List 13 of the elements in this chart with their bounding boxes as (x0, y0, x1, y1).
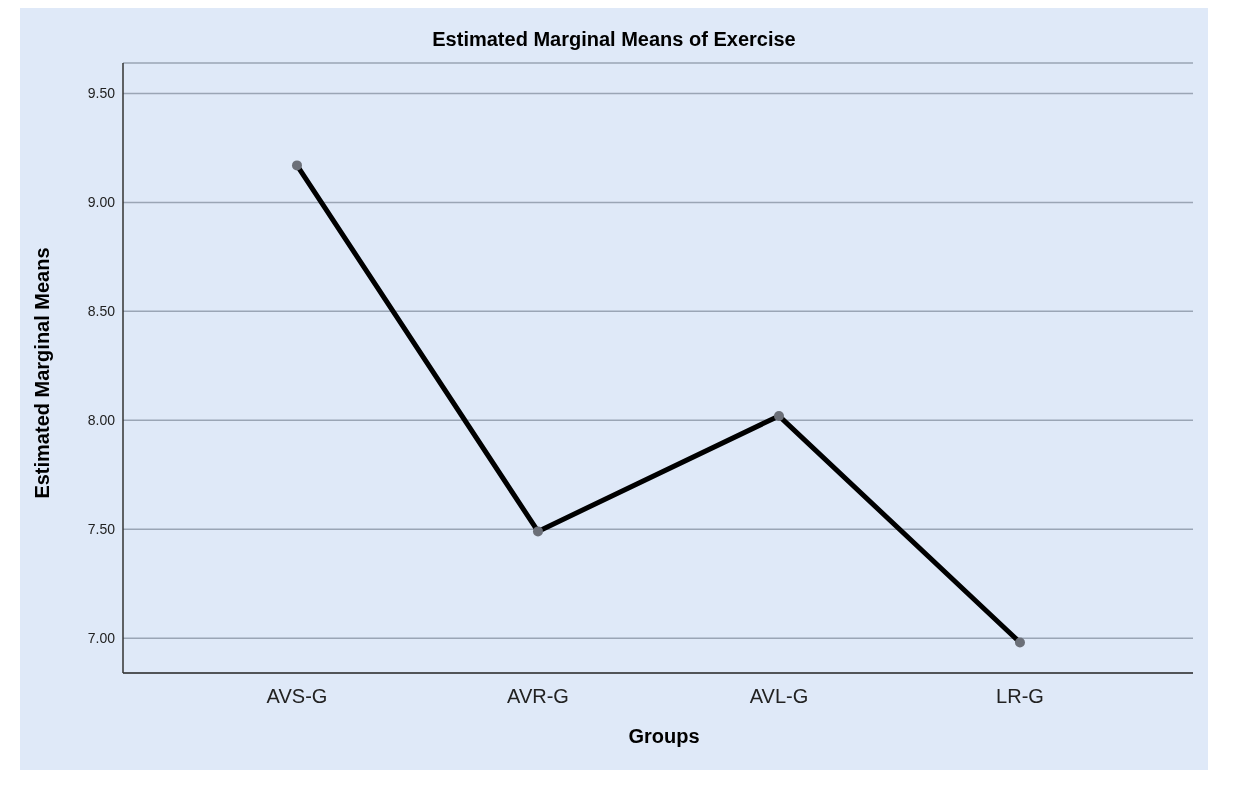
x-tick-label: AVR-G (507, 685, 569, 708)
x-tick-label: AVL-G (749, 685, 809, 708)
chart-title: Estimated Marginal Means of Exercise (431, 28, 797, 51)
x-axis-title: Groups (627, 725, 701, 748)
y-tick-label: 7.50 (87, 521, 116, 538)
x-tick-label: LR-G (996, 685, 1044, 708)
x-tick-label: AVS-G (266, 685, 328, 708)
y-tick-label: 8.50 (87, 303, 116, 320)
y-tick-label: 8.00 (87, 412, 116, 429)
y-axis-title: Estimated Marginal Means (30, 247, 54, 499)
y-tick-label: 9.00 (87, 194, 116, 211)
y-tick-label: 7.00 (87, 630, 116, 647)
y-tick-label: 9.50 (87, 85, 116, 102)
